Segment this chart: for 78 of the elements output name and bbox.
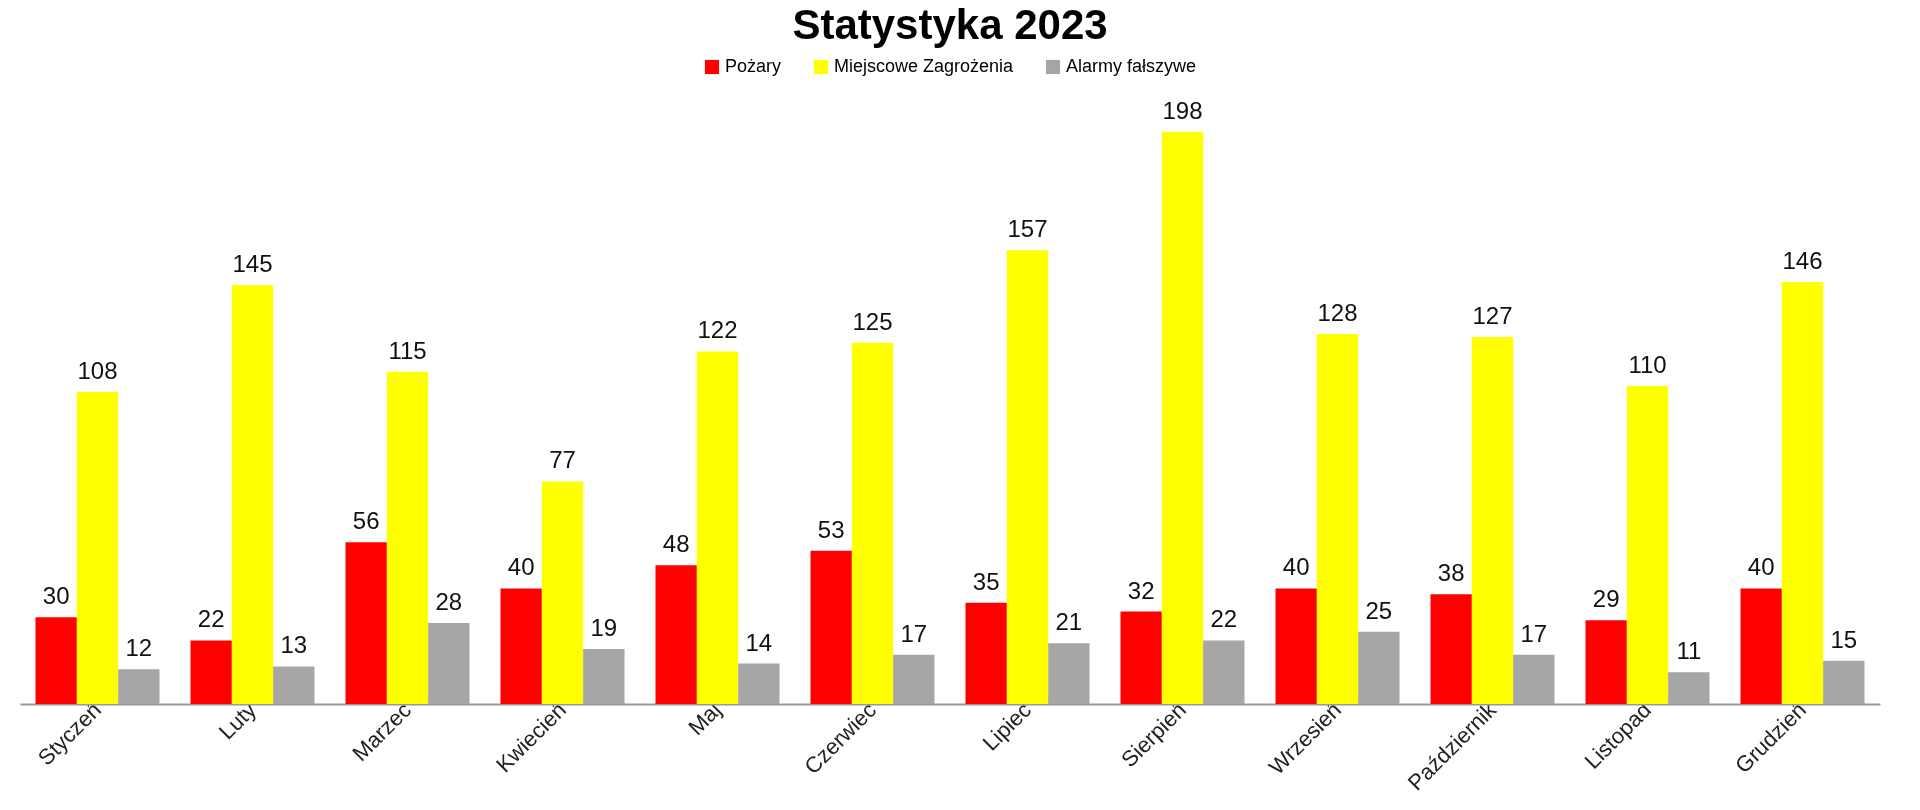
data-label: 40 [1282,553,1310,581]
data-label: 12 [125,634,153,662]
bar [76,391,119,704]
data-label: 25 [1365,596,1393,624]
bar [655,565,697,704]
data-label: 110 [1628,351,1667,379]
bar [1358,631,1400,704]
x-tick-label: Luty [213,697,261,745]
data-label: 32 [1127,576,1155,604]
data-label: 127 [1472,301,1513,329]
x-tick-label: Maj [683,697,726,741]
data-label: 13 [280,631,308,659]
legend-label: Alarmy fałszywe [1066,56,1197,76]
data-label: 56 [352,507,380,535]
bar [345,542,387,704]
bar [428,623,470,704]
bar [1203,640,1245,704]
bar [1781,282,1824,704]
data-label: 29 [1592,585,1620,613]
data-label: 122 [697,316,738,344]
bar [1275,588,1317,704]
bar [231,284,274,704]
bar [583,649,625,704]
data-label: 198 [1162,96,1203,124]
data-label: 157 [1007,215,1048,243]
bar [386,371,429,704]
bar [738,663,780,704]
bar [1585,620,1627,704]
data-label: 30 [42,582,70,610]
bar [1161,131,1204,704]
legend-label: Miejscowe Zagrożenia [834,56,1015,76]
data-label: 38 [1437,559,1465,587]
data-label: 53 [817,515,845,543]
data-label: 11 [1676,637,1702,665]
bar [1316,334,1359,704]
data-label: 17 [900,619,928,647]
legend-label: Pożary [725,56,782,76]
bar [1740,588,1782,704]
bar [1513,654,1555,704]
bar [1626,386,1669,704]
data-label: 40 [1747,553,1775,581]
bar [851,342,894,704]
bar [273,666,315,704]
data-label: 108 [77,356,118,384]
data-label: 21 [1055,608,1083,636]
bar [1668,672,1710,704]
chart-title: Statystyka 2023 [792,1,1108,48]
data-label: 115 [388,336,427,364]
data-label: 125 [852,307,893,335]
bar [893,654,935,704]
bar [1471,336,1514,704]
data-label: 145 [232,249,273,277]
data-label: 17 [1520,619,1548,647]
bar [541,481,584,704]
bar [1048,643,1090,704]
bar [500,588,542,704]
bar [35,617,77,704]
data-label: 15 [1830,625,1858,653]
data-label: 35 [972,567,1000,595]
data-label: 128 [1317,299,1358,327]
bar [1120,611,1162,704]
data-label: 40 [507,553,535,581]
data-label: 28 [435,588,463,616]
data-label: 22 [1210,605,1238,633]
data-label: 14 [745,628,773,656]
bar [1430,594,1472,704]
data-label: 77 [549,446,576,474]
data-label: 19 [590,614,618,642]
bar [810,550,852,704]
bar [1823,660,1865,704]
data-label: 48 [662,530,690,558]
bar [696,351,739,704]
bar [1006,250,1049,704]
data-label: 146 [1782,247,1823,275]
bar [190,640,232,704]
data-label: 22 [197,605,225,633]
bar [965,602,1007,704]
bar [118,669,160,704]
